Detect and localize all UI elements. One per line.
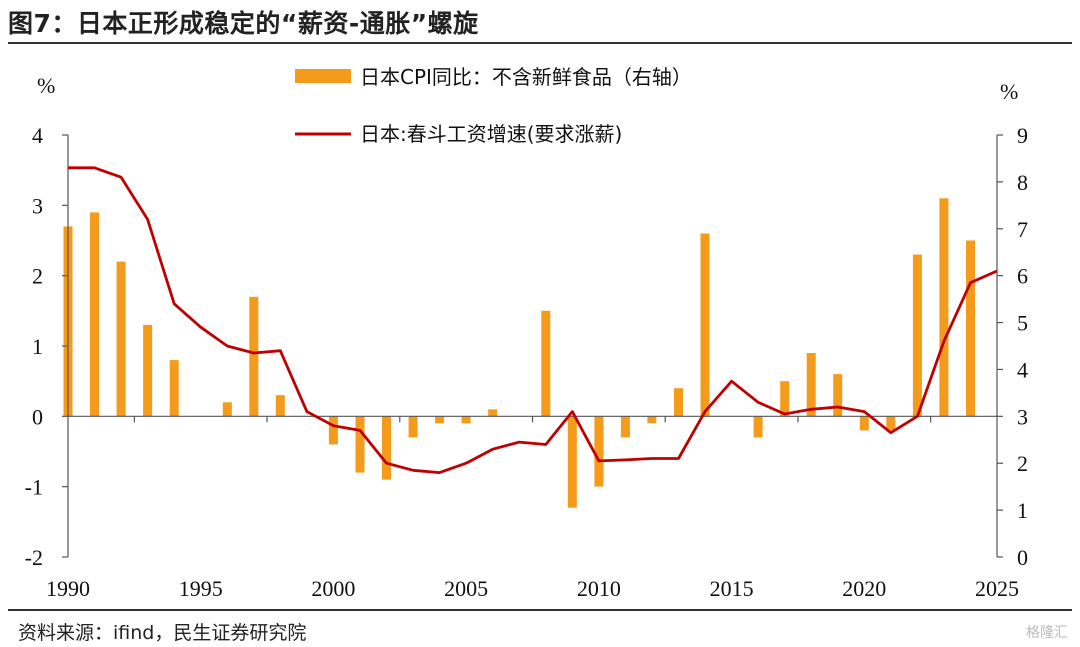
right-tick-label: 9 (1017, 123, 1028, 148)
cpi-bar-2020 (859, 416, 869, 431)
left-tick-label: -2 (25, 545, 43, 570)
cpi-bar-2017 (780, 381, 790, 417)
x-tick-label: 2020 (842, 576, 886, 601)
cpi-bar-2012 (647, 416, 657, 424)
cpi-bar-2008 (541, 310, 551, 417)
cpi-bar-2002 (382, 416, 391, 480)
cpi-bar-2005 (461, 416, 471, 424)
left-tick-label: 4 (32, 123, 43, 148)
chart-canvas: -2 -1 0 1 2 3 4 0 1 2 3 4 5 6 7 8 9 1990 1995 2000 2005 2010 2… (25, 65, 1028, 601)
x-tick-label: 2010 (577, 576, 621, 601)
footer-rule (8, 609, 1072, 611)
cpi-bar-2000 (328, 416, 338, 445)
left-axis-unit: % (37, 73, 55, 98)
left-tick-label: 2 (32, 264, 43, 289)
title-underline (8, 42, 1072, 44)
line-layer (68, 166, 998, 475)
cpi-bar-2013 (674, 388, 683, 417)
source-note: 资料来源：ifind，民生证券研究院 (18, 622, 307, 644)
cpi-bar-1996 (222, 402, 232, 417)
right-tick-label: 3 (1017, 404, 1028, 429)
x-tick-label: 2015 (710, 576, 754, 601)
x-tick-label: 1990 (46, 576, 90, 601)
left-tick-label: 0 (32, 404, 43, 429)
right-tick-label: 1 (1017, 498, 1028, 523)
x-tick-label: 2005 (444, 576, 488, 601)
cpi-bar-2019 (833, 374, 843, 417)
cpi-bar-2024 (966, 240, 975, 417)
cpi-bar-2010 (594, 416, 604, 487)
cpi-bar-2021 (886, 416, 896, 431)
cpi-bar-2009 (567, 416, 577, 508)
left-tick-label: -1 (25, 475, 43, 500)
cpi-bar-1993 (143, 324, 153, 417)
cpi-bar-2001 (355, 416, 365, 473)
left-tick-label: 1 (32, 334, 43, 359)
wage-growth-line (68, 166, 998, 475)
cpi-bar-1998 (275, 395, 285, 417)
legend: 日本CPI同比：不含新鲜食品（右轴） 日本:春斗工资增速(要求涨薪) (295, 65, 692, 146)
cpi-bar-2023 (939, 198, 949, 417)
cpi-bar-2016 (753, 416, 763, 438)
watermark-logo: 格隆汇 (1026, 625, 1068, 641)
cpi-bar-2018 (806, 353, 816, 417)
figure-title: 图7：日本正形成稳定的“薪资-通胀”螺旋 (8, 9, 479, 38)
right-tick-label: 0 (1017, 545, 1028, 570)
axes-layer: -2 -1 0 1 2 3 4 0 1 2 3 4 5 6 7 8 9 1990 1995 2000 2005 2010 2… (25, 123, 1028, 601)
right-tick-label: 8 (1017, 170, 1028, 195)
left-tick-label: 3 (32, 193, 43, 218)
cpi-bar-1997 (249, 296, 259, 417)
legend-label-cpi: 日本CPI同比：不含新鲜食品（右轴） (360, 65, 692, 89)
cpi-bar-1992 (116, 261, 126, 417)
cpi-bar-2003 (408, 416, 418, 438)
x-tick-label: 2025 (975, 576, 1019, 601)
right-tick-label: 7 (1017, 217, 1028, 242)
right-tick-label: 4 (1017, 357, 1028, 382)
right-tick-label: 2 (1017, 451, 1028, 476)
cpi-bar-1994 (169, 360, 179, 417)
right-tick-label: 6 (1017, 264, 1028, 289)
bars-layer (63, 198, 975, 508)
right-axis-unit: % (1000, 79, 1018, 104)
cpi-bar-1991 (90, 212, 99, 417)
cpi-bar-2004 (435, 416, 445, 424)
cpi-bar-2011 (620, 416, 630, 438)
legend-swatch-cpi (295, 69, 351, 83)
cpi-bar-2022 (912, 254, 922, 417)
cpi-bar-2014 (700, 233, 710, 417)
x-tick-label: 2000 (311, 576, 355, 601)
legend-label-wage: 日本:春斗工资增速(要求涨薪) (360, 122, 622, 146)
cpi-bar-2006 (488, 409, 498, 417)
right-tick-label: 5 (1017, 311, 1028, 336)
x-tick-label: 1995 (179, 576, 223, 601)
